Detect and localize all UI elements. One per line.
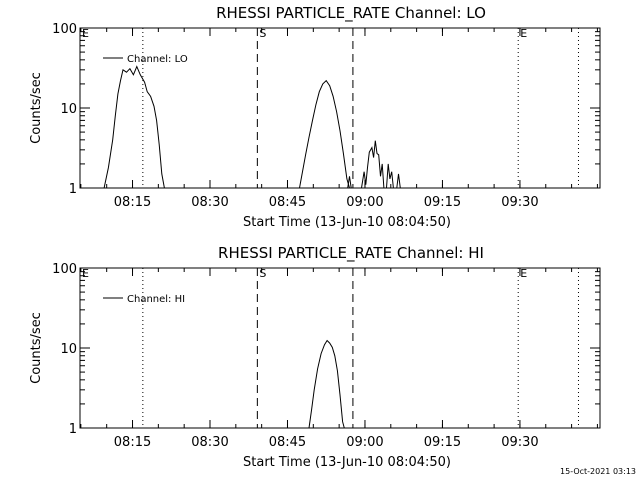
series-line xyxy=(308,339,345,429)
plot-frame xyxy=(79,27,601,189)
legend-entry: Channel: LO xyxy=(127,54,188,65)
generation-timestamp: 15-Oct-2021 03:13 xyxy=(560,467,636,476)
y-axis-label: Counts/sec xyxy=(29,312,44,384)
x-tick-label: 09:30 xyxy=(501,435,538,450)
y-tick-label: 100 xyxy=(52,262,77,277)
marker-label: E xyxy=(82,27,89,40)
chart-panel-hi: RHESSI PARTICLE_RATE Channel: HI Counts/… xyxy=(29,244,601,470)
series-line xyxy=(103,65,165,189)
x-tick-label: 09:15 xyxy=(424,195,461,210)
x-tick-label: 09:30 xyxy=(501,195,538,210)
marker-label: S xyxy=(259,27,266,40)
series-line xyxy=(361,140,385,189)
marker-label: E xyxy=(82,267,89,280)
series-line xyxy=(299,79,350,189)
x-axis-label: Start Time (13-Jun-10 08:04:50) xyxy=(243,215,451,230)
x-tick-label: 08:30 xyxy=(191,435,228,450)
legend-entry: Channel: HI xyxy=(127,294,185,305)
plot-frame xyxy=(79,267,601,429)
y-tick-label: 1 xyxy=(69,182,77,197)
x-axis-label: Start Time (13-Jun-10 08:04:50) xyxy=(243,455,451,470)
x-tick-label: 09:00 xyxy=(346,195,383,210)
series-line xyxy=(386,163,394,189)
marker-label: E xyxy=(520,267,527,280)
series-line xyxy=(396,173,401,189)
chart-title: RHESSI PARTICLE_RATE Channel: HI xyxy=(218,244,484,263)
y-tick-label: 1 xyxy=(69,422,77,437)
y-tick-label: 10 xyxy=(60,342,77,357)
x-tick-label: 08:15 xyxy=(114,435,151,450)
y-axis-label: Counts/sec xyxy=(29,72,44,144)
x-tick-label: 09:00 xyxy=(346,435,383,450)
x-tick-label: 08:45 xyxy=(269,195,306,210)
y-tick-label: 100 xyxy=(52,22,77,37)
x-tick-label: 08:15 xyxy=(114,195,151,210)
y-tick-label: 10 xyxy=(60,102,77,117)
x-tick-label: 09:15 xyxy=(424,435,461,450)
x-tick-label: 08:30 xyxy=(191,195,228,210)
chart-title: RHESSI PARTICLE_RATE Channel: LO xyxy=(216,4,486,23)
marker-label: E xyxy=(520,27,527,40)
chart-panel-lo: RHESSI PARTICLE_RATE Channel: LO Counts/… xyxy=(29,4,601,230)
x-tick-label: 08:45 xyxy=(269,435,306,450)
marker-label: S xyxy=(259,267,266,280)
series-line xyxy=(347,176,352,189)
